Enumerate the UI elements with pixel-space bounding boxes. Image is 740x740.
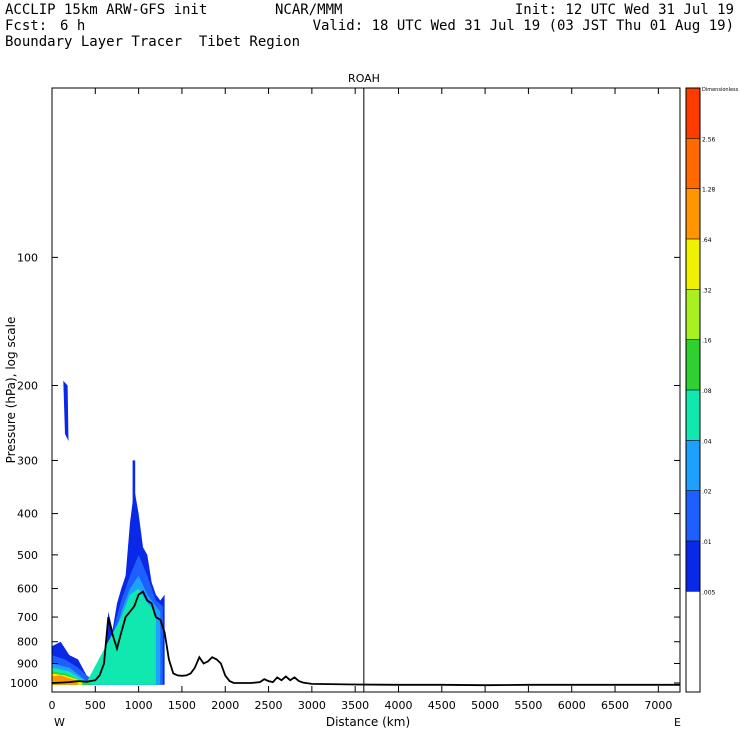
header-center-line1: NCAR/MMM	[275, 2, 343, 18]
east-label: E	[674, 716, 681, 729]
colorbar-box-5	[686, 339, 700, 390]
colorbar-box-3	[686, 239, 700, 290]
colorbar-box-2	[686, 188, 700, 239]
y-tick-label-500: 500	[17, 549, 38, 562]
x-tick-label-6500: 6500	[601, 699, 629, 712]
x-tick-label-1000: 1000	[125, 699, 153, 712]
y-tick-label-700: 700	[17, 611, 38, 624]
colorbar-box-8	[686, 490, 700, 541]
y-tick-label-100: 100	[17, 251, 38, 264]
header-fcst-value: 6 h	[60, 18, 86, 34]
y-tick-label-200: 200	[17, 379, 38, 392]
colorbar-label-7: .04	[702, 438, 712, 445]
header-init: Init: 12 UTC Wed 31 Jul 19	[514, 2, 734, 18]
y-tick-label-900: 900	[17, 658, 38, 671]
colorbar-box-9	[686, 541, 700, 592]
colorbar-label-1: 2.56	[702, 136, 716, 143]
x-tick-label-6000: 6000	[558, 699, 586, 712]
colorbar-box-6	[686, 390, 700, 441]
colorbar-box-0	[686, 88, 700, 139]
colorbar-box-10	[686, 591, 700, 642]
colorbar: Dimensionless 2.56 1.28 .64 .32 .16 .08 .04 .02.…	[685, 87, 739, 693]
colorbar-label-6: .08	[702, 388, 712, 395]
y-axis-label: Pressure (hPa), log scale	[4, 317, 18, 464]
colorbar-label-5: .16	[702, 338, 712, 345]
colorbar-label-9: .01	[702, 539, 712, 546]
plot-frame	[51, 87, 681, 693]
y-tick-label-600: 600	[17, 583, 38, 596]
y-tick-label-400: 400	[17, 508, 38, 521]
chart-title: ROAH	[348, 72, 380, 85]
x-tick-label-7000: 7000	[644, 699, 672, 712]
y-tick-label-1000: 1000	[10, 677, 38, 690]
colorbar-label-0: Dimensionless	[702, 87, 739, 93]
x-tick-label-3500: 3500	[341, 699, 369, 712]
colorbar-label-8: .02	[702, 489, 712, 496]
header-subtitle: Boundary Layer Tracer Tibet Region	[5, 34, 301, 50]
colorbar-box-1	[686, 138, 700, 189]
x-tick-label-2000: 2000	[211, 699, 239, 712]
header-left-line1: ACCLIP 15km ARW-GFS init	[5, 2, 208, 18]
x-tick-label-5000: 5000	[471, 699, 499, 712]
terrain-line	[51, 590, 680, 687]
colorbar-box-7	[686, 440, 700, 491]
tracer-layer	[52, 380, 165, 685]
x-tick-label-4000: 4000	[384, 699, 412, 712]
x-tick-label-5500: 5500	[514, 699, 542, 712]
colorbar-label-2: 1.28	[702, 187, 716, 194]
colorbar-label-3: .64	[702, 237, 712, 244]
colorbar-box-4	[686, 289, 700, 340]
header-valid: Valid: 18 UTC Wed 31 Jul 19 (03 JST Thu …	[312, 18, 734, 34]
x-tick-label-4500: 4500	[428, 699, 456, 712]
x-tick-label-3000: 3000	[298, 699, 326, 712]
colorbar-label-4: .32	[702, 287, 712, 294]
y-tick-label-300: 300	[17, 454, 38, 467]
x-tick-label-500: 500	[85, 699, 106, 712]
x-tick-label-0: 0	[49, 699, 56, 712]
colorbar-box-11	[686, 641, 700, 692]
colorbar-label-10: .005	[702, 589, 716, 596]
y-axis: 100 200 300 400 500 600 700 800 900 1000	[10, 251, 680, 690]
x-tick-label-1500: 1500	[168, 699, 196, 712]
west-label: W	[54, 716, 65, 729]
x-tick-label-2500: 2500	[255, 699, 283, 712]
y-tick-label-800: 800	[17, 636, 38, 649]
x-axis-label: Distance (km)	[326, 715, 410, 729]
tracer-region-8	[132, 460, 136, 523]
header-fcst-label: Fcst:	[5, 18, 48, 34]
x-axis: 0 500 1000 1500 2000 2500 3000 3500 4000 4500 5000…	[49, 88, 672, 712]
tracer-region-7	[63, 380, 69, 441]
